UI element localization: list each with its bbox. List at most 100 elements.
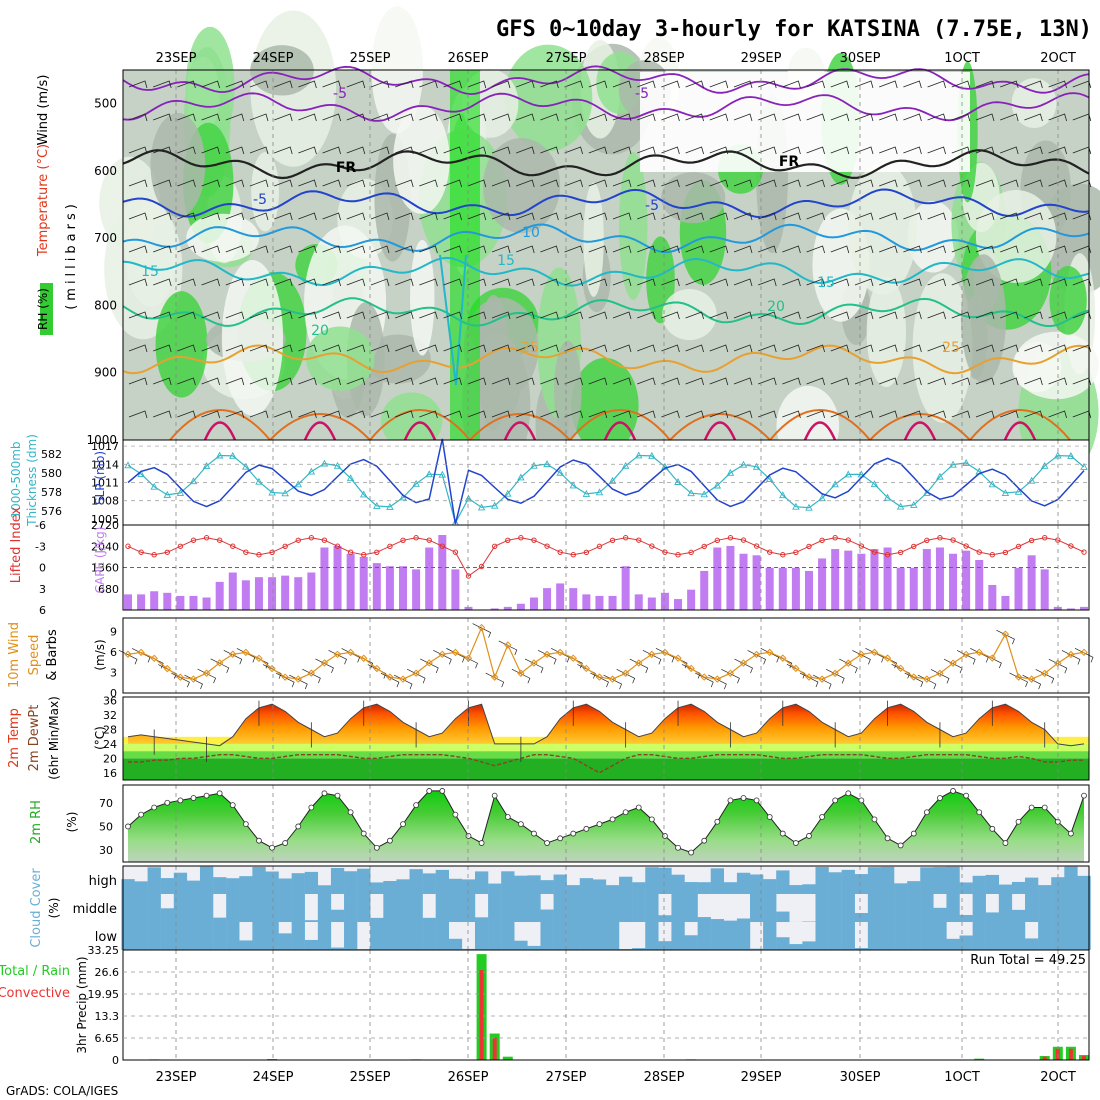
temp2m-tick: 28 [103, 723, 117, 736]
cloud-bar-middle [474, 917, 489, 922]
wind-barb [637, 311, 656, 320]
cloud-bar-low [920, 922, 934, 950]
wind-barb [153, 377, 172, 386]
wind-barb [201, 80, 220, 89]
cape-bar [647, 597, 656, 610]
wind-barb [225, 344, 245, 353]
isotherm-35-lobe [903, 421, 937, 441]
precip-total-label: Total / Rain [0, 964, 70, 979]
lifted-index-point [439, 543, 446, 549]
cloud-bar-middle [121, 894, 135, 922]
wind-barb [540, 245, 559, 254]
cloud-bar-middle [907, 894, 921, 922]
wind-barb [782, 311, 801, 320]
wind-barb [225, 377, 245, 386]
wind-barb [830, 410, 850, 419]
thickness-point [556, 468, 564, 476]
cloud-bar-high [317, 885, 332, 894]
cloud-bar-low [1077, 922, 1091, 950]
wind-barb [153, 344, 172, 353]
cloud-bar-high [553, 874, 567, 894]
wind10-barb [551, 648, 570, 663]
wind-barb [128, 113, 148, 122]
wind-barb [733, 245, 753, 254]
thickness-point [490, 501, 499, 509]
lifted-index-point [282, 543, 288, 549]
wind-barb [322, 245, 341, 254]
rh2m-point [269, 844, 275, 851]
thickness-point [150, 482, 158, 490]
precip-convective-bar [1082, 1055, 1086, 1060]
wind-barb [177, 344, 196, 353]
wind-barb [201, 311, 220, 320]
cloud-bar-low [815, 922, 829, 950]
wind10-speed-point [412, 669, 420, 677]
wind-barb [1000, 377, 1019, 386]
wind-barb [540, 113, 559, 122]
wind10-speed-point [137, 648, 145, 657]
thickness-point [255, 477, 263, 485]
thickness-point [346, 474, 355, 482]
contour-label: 25 [942, 340, 960, 356]
wind-barb [516, 311, 535, 320]
wind10-speed-point [464, 654, 473, 662]
cloud-bar-low [671, 922, 685, 950]
wind10-barb [328, 649, 347, 665]
wind-barb [177, 311, 196, 320]
cape-bar [150, 591, 159, 610]
wind10-barb [315, 658, 334, 674]
lifted-index-point [1002, 549, 1009, 556]
rh2m-point [675, 844, 681, 851]
wind-barb [975, 245, 995, 254]
cloud-bar-high [239, 876, 253, 894]
lifted-index-point [832, 535, 838, 541]
cloud-bar-middle [920, 894, 934, 922]
wind-barb [903, 311, 922, 320]
wind-barb [467, 278, 487, 287]
cape-bar [765, 567, 774, 610]
wind-barb [249, 212, 269, 221]
wind-barb [491, 212, 511, 221]
wind-barb [637, 80, 656, 89]
wind-barb [612, 278, 632, 287]
wind-barb [1000, 410, 1019, 419]
wind-barb [588, 146, 608, 155]
rh2m-point [321, 790, 328, 797]
wind-barb [733, 377, 753, 386]
rh2m-point [439, 788, 446, 794]
cloud-bar-high [867, 867, 882, 894]
wind-barb [249, 245, 269, 254]
wind10-speed-point [294, 675, 302, 683]
lifted-index-point [845, 537, 851, 543]
rh2m-point [177, 797, 184, 804]
pressure-level-tick: 500 [94, 97, 117, 111]
wind10-barb [158, 664, 177, 679]
lifted-index-point [609, 537, 616, 544]
cape-bar [516, 603, 525, 610]
cloud-bar-high [789, 885, 803, 894]
rh-shade [150, 113, 206, 217]
thickness-point [504, 489, 512, 497]
wind-barb [322, 113, 341, 122]
lifted-index-point [819, 537, 825, 544]
isotherm-30-lobe [469, 413, 571, 441]
lifted-index-point [347, 549, 354, 555]
temp2m-tick: 16 [103, 767, 117, 780]
wind-barb [370, 212, 390, 221]
wind10-speed-point [883, 654, 892, 662]
wind10-speed-point [818, 675, 826, 683]
wind-barb [467, 179, 487, 188]
wind10-barb [799, 672, 819, 688]
wind-barb [346, 344, 366, 353]
cloud-bar-middle [710, 919, 725, 922]
cloud-bar-low [1011, 922, 1026, 950]
wind-barb [879, 245, 898, 254]
wind-barb [927, 410, 946, 419]
cape-bar [726, 545, 735, 610]
wind-barb [1024, 344, 1043, 353]
wind10-speed-point [896, 664, 905, 673]
wind-barb [128, 245, 148, 254]
cloud-bar-high [226, 878, 240, 894]
wind-barb [830, 344, 850, 353]
cloud-bar-middle [213, 917, 227, 922]
